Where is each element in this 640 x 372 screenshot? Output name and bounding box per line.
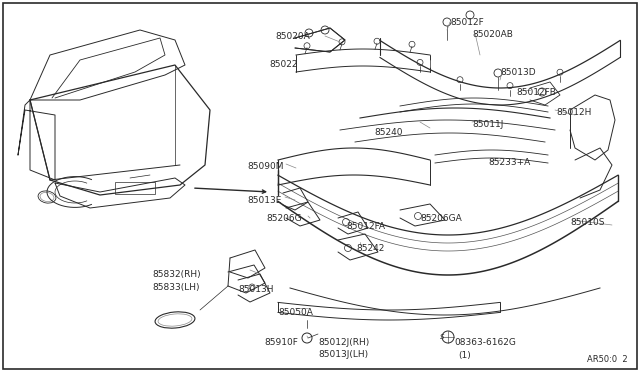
Text: 08363-6162G: 08363-6162G [454,338,516,347]
Text: 85022: 85022 [269,60,298,69]
Text: 85013H: 85013H [238,285,273,294]
Text: 85011J: 85011J [472,120,504,129]
Text: 85832(RH): 85832(RH) [152,270,200,279]
Text: 85013D: 85013D [500,68,536,77]
Text: 85240: 85240 [374,128,403,137]
Text: AR50:0  2: AR50:0 2 [588,355,628,364]
Text: 85833(LH): 85833(LH) [152,283,200,292]
Text: 85050A: 85050A [278,308,313,317]
Text: 85233+A: 85233+A [488,158,531,167]
Text: 85012F: 85012F [450,18,484,27]
Text: 85012J(RH): 85012J(RH) [318,338,369,347]
Text: S: S [440,334,444,340]
Text: 85013E: 85013E [248,196,282,205]
Text: 85012FB: 85012FB [516,88,556,97]
Text: 85012H: 85012H [556,108,591,117]
Text: (1): (1) [458,351,471,360]
Text: 85010S: 85010S [570,218,605,227]
Text: 85020AB: 85020AB [472,30,513,39]
Text: 85020A: 85020A [275,32,310,41]
Bar [115,182,155,194]
Text: 85090M: 85090M [248,162,284,171]
Text: 85013J(LH): 85013J(LH) [318,350,368,359]
Text: 85012FA: 85012FA [346,222,385,231]
Text: 85242: 85242 [356,244,385,253]
Text: 85910F: 85910F [264,338,298,347]
Text: 85206GA: 85206GA [420,214,461,223]
Text: 85206G: 85206G [266,214,302,223]
